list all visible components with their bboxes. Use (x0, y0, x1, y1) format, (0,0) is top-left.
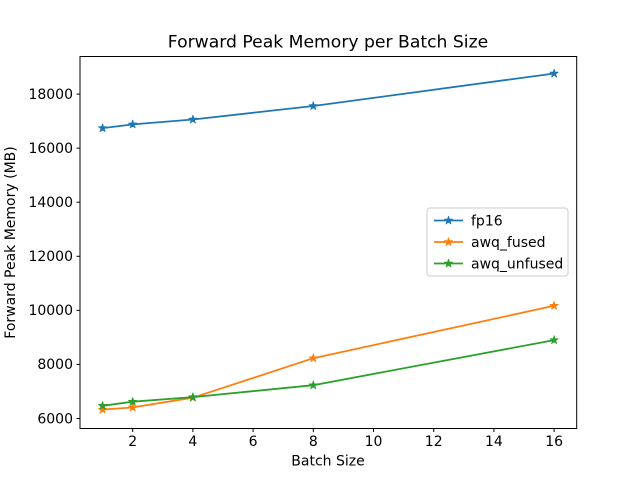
series-marker-awq_unfused (188, 392, 198, 402)
legend-box (426, 207, 569, 277)
series-marker-awq_unfused (98, 401, 108, 410)
x-tick-label: 12 (425, 434, 443, 450)
series-marker-awq_unfused (128, 397, 138, 406)
x-tick-label: 14 (485, 434, 503, 450)
series-marker-awq_fused (549, 301, 559, 310)
x-tick-label: 6 (249, 434, 258, 450)
x-tick-label: 4 (188, 434, 197, 450)
y-tick-label: 14000 (28, 195, 73, 211)
series-line-awq_fused (101, 304, 555, 411)
y-tick-label: 18000 (28, 87, 73, 103)
series-marker-awq_fused (98, 404, 108, 414)
series-marker-awq_unfused (308, 380, 318, 390)
x-axis-label: Batch Size (291, 454, 364, 470)
series-marker-awq_fused (308, 353, 318, 363)
series-marker-fp16 (308, 101, 318, 110)
legend-label-awq_fused: awq_fused (471, 235, 546, 251)
legend-label-fp16: fp16 (471, 213, 503, 229)
y-tick-label: 6000 (37, 411, 73, 427)
x-tick-label: 10 (365, 434, 383, 450)
legend-marker-awq_fused (444, 237, 453, 246)
x-tick-label: 8 (309, 434, 318, 450)
y-tick-label: 10000 (28, 303, 73, 319)
legend-marker-awq_unfused (444, 258, 453, 268)
series-line-awq_unfused (101, 339, 555, 407)
plot-frame (79, 56, 578, 429)
series-marker-fp16 (128, 119, 138, 129)
y-tick-label: 8000 (37, 357, 73, 373)
series-marker-awq_fused (128, 402, 138, 412)
series-marker-fp16 (549, 68, 559, 78)
series-marker-awq_unfused (549, 335, 559, 344)
y-axis-label: Forward Peak Memory (MB) (3, 146, 19, 338)
y-tick-label: 12000 (28, 249, 73, 265)
series-line-fp16 (101, 72, 555, 130)
series-marker-fp16 (98, 123, 108, 133)
legend-marker-fp16 (444, 215, 453, 225)
series-marker-fp16 (188, 114, 198, 124)
plot-area: 2 4 6 8 10 12 14 16 6000 8000 10000 12000 14000 16000… (28, 56, 578, 450)
legend-label-awq_unfused: awq_unfused (471, 256, 563, 272)
x-tick-label: 16 (545, 434, 563, 450)
x-tick-label: 2 (128, 434, 137, 450)
chart-title: Forward Peak Memory per Batch Size (168, 33, 488, 53)
y-tick-label: 16000 (28, 141, 73, 157)
